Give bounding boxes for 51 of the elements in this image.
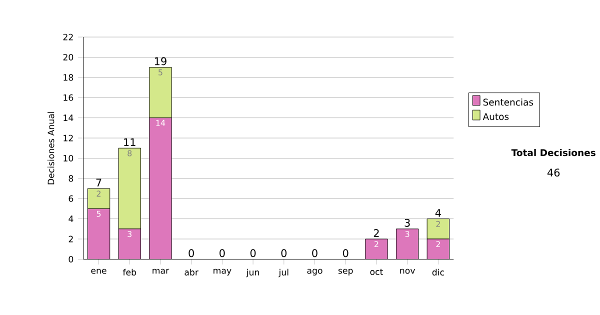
total-label: 19 — [154, 57, 166, 66]
y-tick-label: 6 — [68, 195, 74, 202]
total-label: 2 — [374, 229, 379, 238]
y-tick-label: 18 — [64, 74, 74, 81]
x-tick-label: dic — [432, 268, 444, 276]
x-tick-label: jun — [246, 268, 259, 278]
data-label: 14 — [156, 120, 166, 126]
data-label: 3 — [128, 231, 132, 238]
y-tick-label: 4 — [68, 216, 74, 222]
data-label: 2 — [374, 241, 378, 248]
text: Total Decisiones — [511, 149, 596, 156]
y-axis-title: Decisiones Anual — [48, 112, 54, 184]
x-tick-label: jul — [278, 268, 288, 278]
x-tick-label: sep — [338, 268, 353, 276]
y-tick-label: 16 — [64, 94, 74, 102]
y-tick-label: 20 — [63, 54, 74, 61]
total-label: 4 — [435, 209, 441, 217]
x-tick-label: oct — [370, 268, 383, 276]
data-label: 2 — [436, 241, 440, 248]
x-tick-label: ene — [91, 268, 106, 274]
x-tick-label: feb — [122, 268, 136, 276]
legend-label: Sentencias — [483, 98, 534, 106]
data-label: 2 — [96, 190, 100, 197]
x-tick-label: may — [214, 268, 232, 276]
data-label: 2 — [436, 221, 440, 227]
x-tick-label: ago — [307, 268, 322, 276]
total-label: 0 — [342, 249, 348, 258]
x-tick-label: mar — [152, 268, 170, 274]
data-label: 8 — [128, 150, 132, 156]
y-tick-label: 10 — [64, 155, 74, 162]
total-label: 0 — [281, 249, 287, 258]
total-label: 0 — [312, 249, 318, 258]
x-tick-label: abr — [184, 268, 198, 276]
total-label: 0 — [188, 249, 194, 258]
y-tick-label: 22 — [63, 34, 73, 40]
total-label: 0 — [220, 249, 225, 258]
y-tick-label: 0 — [68, 256, 74, 263]
total-label: 11 — [124, 138, 136, 146]
legend-label: Autos — [482, 113, 509, 120]
text: 46 — [547, 168, 560, 177]
y-tick-label: 14 — [64, 114, 74, 122]
data-label: 3 — [405, 231, 410, 238]
total-label: 7 — [96, 178, 102, 187]
y-tick-label: 12 — [64, 134, 73, 142]
total-label: 3 — [404, 219, 410, 227]
data-label: 5 — [96, 210, 101, 217]
y-tick-label: 2 — [68, 236, 73, 242]
data-label: 5 — [158, 70, 162, 76]
total-label: 0 — [250, 249, 256, 258]
x-tick-label: nov — [400, 268, 416, 274]
y-tick-label: 8 — [68, 175, 74, 182]
